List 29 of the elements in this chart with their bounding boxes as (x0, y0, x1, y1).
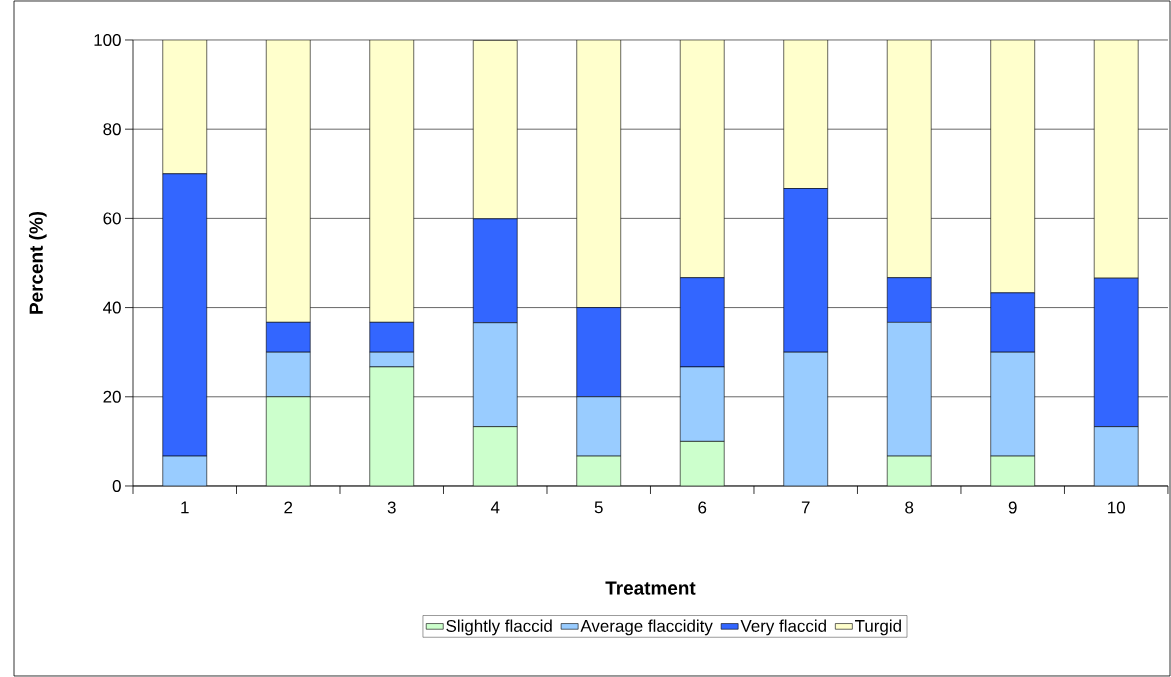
x-tick-label: 4 (490, 501, 500, 514)
y-axis-title: Percent (%) (28, 211, 47, 314)
bar (990, 455, 1035, 486)
x-axis-title: Treatment (605, 581, 696, 595)
y-tick-label: 20 (103, 390, 121, 403)
x-tick-label: 9 (1008, 501, 1017, 514)
bar (679, 441, 725, 486)
bar (369, 366, 415, 486)
bar (886, 455, 932, 486)
y-tick-label: 40 (103, 301, 121, 314)
y-tick-label: 80 (103, 123, 121, 136)
legend-label: Slightly flaccid (446, 619, 552, 636)
y-tick-label: 60 (103, 212, 121, 225)
bar (576, 455, 622, 486)
y-tick-label: 100 (94, 33, 121, 46)
bar (472, 426, 518, 486)
x-tick-label: 10 (1108, 501, 1125, 514)
legend-label: Turgid (855, 619, 901, 636)
x-tick-label: 6 (698, 501, 707, 514)
x-tick-label: 3 (387, 501, 396, 514)
legend-label: Very flaccid (740, 619, 826, 636)
x-tick-label: 5 (594, 501, 603, 514)
x-tick-label: 2 (284, 501, 293, 514)
x-tick-label: 1 (181, 501, 189, 514)
x-tick-label: 7 (801, 501, 810, 514)
bar (265, 396, 311, 486)
y-tick-label: 0 (112, 479, 121, 492)
x-tick-label: 8 (905, 501, 914, 514)
legend-label: Average flaccidity (580, 619, 713, 636)
